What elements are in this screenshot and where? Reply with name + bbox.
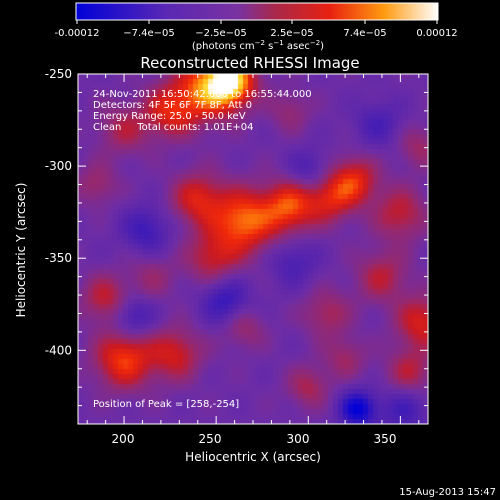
x-tick-label-250: 250: [199, 432, 222, 446]
colorbar-tick-label-3: 2.5e−05: [270, 28, 313, 39]
x-tick-label-350: 350: [374, 432, 397, 446]
colorbar-tick-label-2: −2.5e−05: [195, 28, 247, 39]
y-tick-label--350: -350: [45, 251, 72, 265]
y-tick-label--300: -300: [45, 159, 72, 173]
colorbar: [75, 2, 439, 21]
colorbar-unit: (photons cm−2 s−1 asec−2): [192, 39, 324, 52]
x-tick-label-300: 300: [287, 432, 310, 446]
annotation-detectors: Detectors: 4F 5F 6F 7F 8F, Att 0: [93, 100, 252, 111]
x-tick-label-200: 200: [112, 432, 135, 446]
heatmap-image: [78, 74, 428, 424]
x-axis-label: Heliocentric X (arcsec): [185, 450, 321, 464]
annotation-clean: Clean Total counts: 1.01E+04: [93, 122, 253, 133]
colorbar-tick-label-5: 0.00012: [416, 28, 457, 39]
colorbar-tick-label-1: −7.4e−05: [123, 28, 175, 39]
annotation-time-range: 24-Nov-2011 16:50:42.000 to 16:55:44.000: [93, 89, 312, 100]
colorbar-ticks: [76, 20, 438, 24]
chart-title: Reconstructed RHESSI Image: [140, 54, 359, 72]
footer-date: 15-Aug-2013 15:47: [399, 487, 496, 498]
colorbar-tick-label-0: -0.00012: [55, 28, 100, 39]
y-tick-label--400: -400: [45, 343, 72, 357]
y-axis-label: Heliocentric Y (arcsec): [14, 183, 28, 318]
annotation-peak: Position of Peak = [258,-254]: [93, 399, 239, 410]
colorbar-tick-label-4: 7.4e−05: [343, 28, 386, 39]
axis-ticks: [78, 73, 428, 425]
y-tick-label--250: -250: [45, 67, 72, 81]
annotation-energy: Energy Range: 25.0 - 50.0 keV: [93, 111, 246, 122]
